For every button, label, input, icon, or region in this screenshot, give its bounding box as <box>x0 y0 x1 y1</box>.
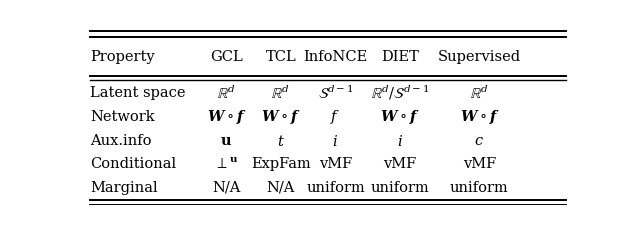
Text: InfoNCE: InfoNCE <box>303 50 367 64</box>
Text: $\perp^{\mathbf{u}}$: $\perp^{\mathbf{u}}$ <box>214 156 239 171</box>
Text: $\mathbb{R}^d$: $\mathbb{R}^d$ <box>217 84 236 101</box>
Text: uniform: uniform <box>450 180 509 194</box>
Text: vMF: vMF <box>319 157 352 171</box>
Text: Supervised: Supervised <box>438 50 521 64</box>
Text: $\mathbb{R}^d$: $\mathbb{R}^d$ <box>470 84 489 101</box>
Text: $\mathbb{R}^d$: $\mathbb{R}^d$ <box>271 84 291 101</box>
Text: GCL: GCL <box>210 50 243 64</box>
Text: Marginal: Marginal <box>90 180 157 194</box>
Text: Network: Network <box>90 110 154 124</box>
Text: $t$: $t$ <box>277 133 285 148</box>
Text: Latent space: Latent space <box>90 86 186 100</box>
Text: vMF: vMF <box>383 157 417 171</box>
Text: uniform: uniform <box>306 180 365 194</box>
Text: N/A: N/A <box>267 180 295 194</box>
Text: $\mathbb{R}^d/\mathcal{S}^{d-1}$: $\mathbb{R}^d/\mathcal{S}^{d-1}$ <box>371 84 429 102</box>
Text: Aux.info: Aux.info <box>90 134 152 148</box>
Text: uniform: uniform <box>371 180 429 194</box>
Text: vMF: vMF <box>463 157 496 171</box>
Text: $\mathcal{S}^{d-1}$: $\mathcal{S}^{d-1}$ <box>317 84 353 101</box>
Text: Conditional: Conditional <box>90 157 176 171</box>
Text: $\boldsymbol{W} \circ \boldsymbol{f}$: $\boldsymbol{W} \circ \boldsymbol{f}$ <box>380 108 420 126</box>
Text: $c$: $c$ <box>474 134 484 148</box>
Text: $\boldsymbol{W} \circ \boldsymbol{f}$: $\boldsymbol{W} \circ \boldsymbol{f}$ <box>261 108 301 126</box>
Text: $i$: $i$ <box>332 133 339 148</box>
Text: DIET: DIET <box>381 50 419 64</box>
Text: $\mathbf{u}$: $\mathbf{u}$ <box>220 134 232 148</box>
Text: $f$: $f$ <box>330 108 340 126</box>
Text: $\boldsymbol{W} \circ \boldsymbol{f}$: $\boldsymbol{W} \circ \boldsymbol{f}$ <box>460 108 499 126</box>
Text: Property: Property <box>90 50 154 64</box>
Text: $i$: $i$ <box>397 133 403 148</box>
Text: TCL: TCL <box>266 50 296 64</box>
Text: $\boldsymbol{W} \circ \boldsymbol{f}$: $\boldsymbol{W} \circ \boldsymbol{f}$ <box>207 108 246 126</box>
Text: ExpFam: ExpFam <box>251 157 311 171</box>
Text: N/A: N/A <box>212 180 241 194</box>
